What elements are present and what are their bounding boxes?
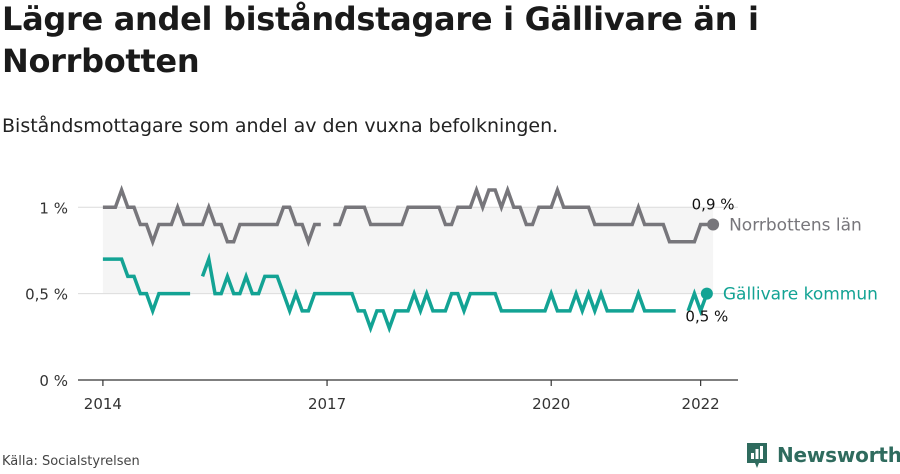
chart-subtitle: Biståndsmottagare som andel av den vuxna…	[2, 115, 559, 137]
y-tick-label: 0,5 %	[25, 286, 68, 304]
series-value-label: 0,5 %	[685, 308, 728, 326]
source-note: Källa: Socialstyrelsen	[2, 454, 140, 469]
series-name-label: Gällivare kommun	[723, 285, 878, 305]
brand-name: Newsworthy	[777, 443, 900, 467]
series-layer	[102, 184, 720, 334]
y-tick-label: 0 %	[39, 372, 68, 390]
label-layer: Norrbottens län 0,9 % Gällivare kommun 0,5 …	[685, 196, 877, 326]
series-value-label: 0,9 %	[692, 196, 735, 214]
x-tick-label: 2017	[308, 395, 346, 413]
series-name-label: Norrbottens län	[729, 216, 862, 236]
x-tick-label: 2022	[682, 395, 720, 413]
series-line-norrbotten	[102, 184, 714, 247]
grid-layer	[78, 206, 738, 295]
series-end-marker	[707, 218, 720, 231]
series-end-marker	[700, 287, 713, 300]
x-tick-label: 2014	[84, 395, 122, 413]
newsworthy-logo-icon	[747, 443, 767, 468]
range-band	[102, 207, 714, 294]
y-tick-label: 1 %	[39, 199, 68, 217]
chart-title: Lägre andel biståndstagare i Gällivare ä…	[2, 0, 759, 80]
brand-logo: Newsworthy	[745, 441, 900, 469]
axis-layer: 0 % 0,5 % 1 % 2014 2017 2020 2022	[25, 199, 738, 413]
x-tick-label: 2020	[532, 395, 570, 413]
series-line-gallivare	[102, 252, 709, 334]
